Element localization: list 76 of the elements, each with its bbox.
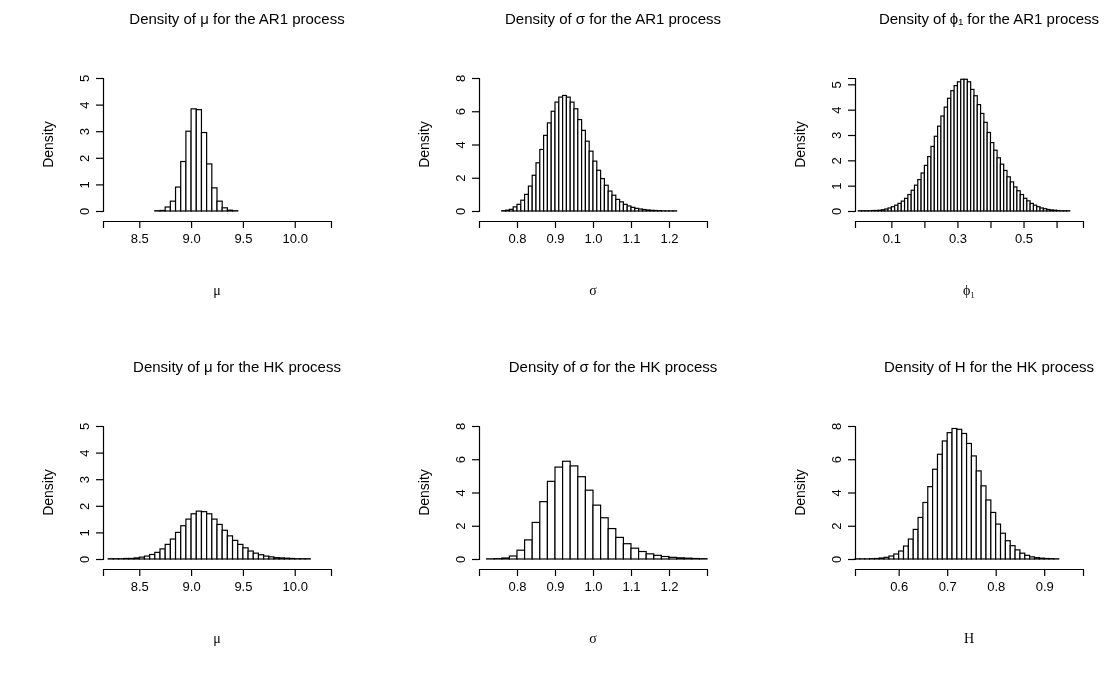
x-axis-title: σ bbox=[589, 631, 598, 646]
y-tick-label: 0 bbox=[77, 555, 93, 564]
y-tick-label: 4 bbox=[829, 489, 845, 497]
x-tick-label: 0.8 bbox=[508, 231, 527, 247]
y-tick-label: 0 bbox=[77, 207, 93, 216]
y-tick-label: 2 bbox=[77, 154, 93, 162]
y-axis-title: Density bbox=[40, 121, 56, 168]
y-tick-label: 4 bbox=[77, 101, 93, 109]
y-axis-title: Density bbox=[792, 121, 808, 168]
y-tick-label: 4 bbox=[77, 449, 93, 457]
y-tick-label: 2 bbox=[829, 157, 845, 165]
x-tick-label: 0.6 bbox=[890, 579, 909, 595]
x-tick-label: 1.1 bbox=[622, 579, 641, 595]
x-tick-label: 1.2 bbox=[660, 231, 679, 247]
y-tick-label: 8 bbox=[453, 74, 469, 83]
y-tick-label: 3 bbox=[77, 128, 93, 136]
x-axis-title: ϕ₁ bbox=[962, 283, 976, 298]
chart-title: Density of σ for the HK process bbox=[508, 358, 718, 375]
x-axis-title: H bbox=[963, 631, 975, 646]
y-tick-label: 2 bbox=[453, 174, 469, 182]
x-tick-label: 9.5 bbox=[234, 231, 253, 247]
y-tick-label: 1 bbox=[829, 182, 845, 190]
chart-title: Density of σ for the AR1 process bbox=[504, 10, 722, 27]
y-tick-label: 0 bbox=[453, 555, 469, 564]
y-tick-label: 0 bbox=[829, 207, 845, 216]
x-tick-label: 1.0 bbox=[584, 231, 603, 247]
x-tick-label: 1.2 bbox=[660, 579, 679, 595]
x-tick-label: 1.0 bbox=[584, 579, 603, 595]
y-tick-label: 6 bbox=[453, 108, 469, 116]
x-tick-label: 0.5 bbox=[1014, 231, 1034, 247]
chart-title: Density of μ for the HK process bbox=[133, 358, 341, 375]
chart-title: Density of ϕ₁ for the AR1 process bbox=[878, 10, 1100, 27]
y-tick-label: 4 bbox=[453, 489, 469, 497]
y-tick-label: 1 bbox=[77, 529, 93, 537]
chart-title: Density of H for the HK process bbox=[883, 358, 1095, 375]
y-axis-title: Density bbox=[792, 469, 808, 516]
x-tick-label: 0.9 bbox=[546, 579, 565, 595]
x-tick-label: 0.3 bbox=[948, 231, 967, 247]
y-axis-title: Density bbox=[416, 469, 432, 516]
y-tick-label: 4 bbox=[453, 141, 469, 149]
x-tick-label: 1.1 bbox=[622, 231, 641, 247]
x-tick-label: 10.0 bbox=[282, 579, 308, 595]
y-tick-label: 3 bbox=[77, 476, 93, 484]
y-tick-label: 5 bbox=[77, 74, 93, 83]
x-tick-label: 9.0 bbox=[182, 231, 201, 247]
x-tick-label: 9.0 bbox=[182, 579, 201, 595]
x-tick-label: 9.5 bbox=[234, 579, 253, 595]
y-tick-label: 2 bbox=[453, 522, 469, 530]
x-tick-label: 10.0 bbox=[282, 231, 308, 247]
y-tick-label: 0 bbox=[453, 207, 469, 216]
y-tick-label: 5 bbox=[829, 81, 845, 89]
y-tick-label: 1 bbox=[77, 181, 93, 189]
y-tick-label: 3 bbox=[829, 131, 845, 140]
y-tick-label: 8 bbox=[829, 422, 845, 431]
y-tick-label: 5 bbox=[77, 422, 93, 431]
x-axis-title: μ bbox=[213, 283, 221, 298]
x-tick-label: 0.8 bbox=[508, 579, 527, 595]
x-tick-label: 0.7 bbox=[938, 579, 957, 595]
x-tick-label: 0.9 bbox=[1035, 579, 1054, 595]
x-tick-label: 8.5 bbox=[130, 579, 149, 595]
x-axis-title: σ bbox=[589, 283, 598, 298]
y-tick-label: 2 bbox=[829, 522, 845, 530]
y-axis-title: Density bbox=[40, 469, 56, 516]
x-tick-label: 8.5 bbox=[130, 231, 149, 247]
x-tick-label: 0.8 bbox=[987, 579, 1006, 595]
y-tick-label: 4 bbox=[829, 106, 845, 114]
y-tick-label: 6 bbox=[453, 456, 469, 464]
y-axis-title: Density bbox=[416, 121, 432, 168]
x-tick-label: 0.1 bbox=[882, 231, 901, 247]
y-tick-label: 2 bbox=[77, 502, 93, 510]
y-tick-label: 6 bbox=[829, 456, 845, 464]
y-tick-label: 0 bbox=[829, 555, 845, 564]
y-tick-label: 8 bbox=[453, 422, 469, 431]
x-axis-title: μ bbox=[213, 631, 221, 646]
chart-title: Density of μ for the AR1 process bbox=[129, 10, 345, 27]
x-tick-label: 0.9 bbox=[546, 231, 565, 247]
